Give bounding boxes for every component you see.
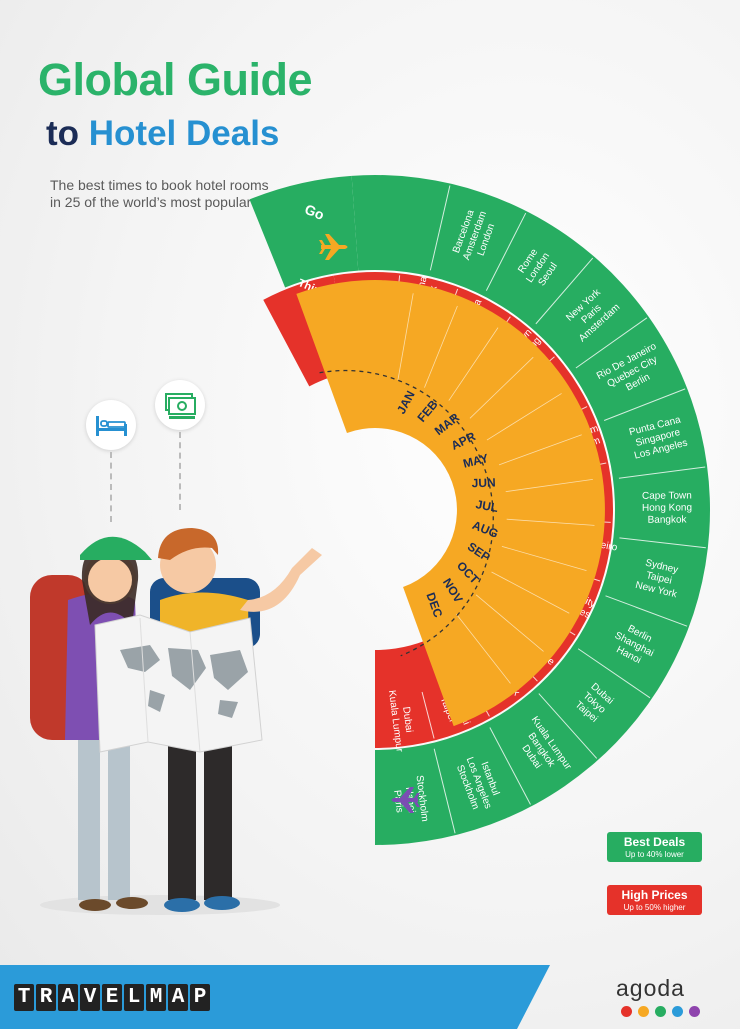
man-hair <box>158 528 219 560</box>
title-line2: to Hotel Deals <box>46 114 279 154</box>
go-divider <box>538 693 598 759</box>
month-divider <box>448 327 499 401</box>
brand-letter: A <box>58 984 78 1011</box>
man-arm <box>240 548 322 612</box>
go-divider <box>485 212 527 291</box>
brand-letter: T <box>14 984 34 1011</box>
world-map-icon <box>94 614 263 753</box>
go-divider <box>603 388 686 421</box>
think-twice-city: Dubai <box>400 706 414 733</box>
go-divider <box>618 466 706 479</box>
month-divider <box>397 293 414 381</box>
go-city: Hong Kong <box>642 502 692 513</box>
airplane-icon <box>319 234 348 260</box>
brand-letter: P <box>190 984 210 1011</box>
money-icon <box>155 380 205 430</box>
go-divider <box>619 537 706 549</box>
go-city: Bangkok <box>648 515 688 526</box>
title-hotel-deals: Hotel Deals <box>88 114 280 153</box>
agoda-dot <box>672 1006 683 1017</box>
month-label: MAY <box>462 451 490 471</box>
legend-high-sub: Up to 50% higher <box>623 903 686 912</box>
legend-best-title: Best Deals <box>623 835 686 849</box>
go-cell: DubaiTokyoTaipei <box>573 681 616 725</box>
think-twice-divider <box>421 691 435 739</box>
agoda-dots <box>621 1006 700 1017</box>
month-label: JUN <box>471 475 495 490</box>
go-divider <box>605 595 688 627</box>
month-divider <box>424 305 458 388</box>
ground-shadow <box>40 895 280 915</box>
month-divider <box>506 518 595 526</box>
title-line1: Global Guide <box>38 54 313 105</box>
go-divider <box>489 727 531 805</box>
wheel-decorations <box>319 234 494 813</box>
go-divider <box>535 257 594 325</box>
map-fold <box>139 617 149 743</box>
month-divider <box>475 594 544 652</box>
woman-shoe <box>79 899 111 911</box>
month-divider <box>469 356 534 419</box>
man-shoe <box>204 896 240 910</box>
subtitle-line1: The best times to book hotel rooms <box>50 177 269 193</box>
map-fold <box>189 631 201 753</box>
months-band <box>296 280 605 727</box>
go-divider <box>577 648 651 699</box>
agoda-dot <box>655 1006 666 1017</box>
legend-high-title: High Prices <box>621 888 688 902</box>
airplane-icon <box>391 787 420 813</box>
money-connector <box>179 432 181 510</box>
legend-high-prices: High Prices Up to 50% higher <box>607 885 702 915</box>
go-city: Cape Town <box>642 490 692 501</box>
agoda-dot <box>638 1006 649 1017</box>
brand-letter: V <box>80 984 100 1011</box>
go-divider <box>433 748 456 834</box>
bed-connector <box>110 452 112 522</box>
go-ring: BarcelonaAmsterdamLondonRomeLondonSeoulN… <box>249 174 711 845</box>
woman-leg <box>78 740 100 900</box>
brand-letter: E <box>102 984 122 1011</box>
go-cell: Cape Town Hong Kong Bangkok <box>642 490 692 525</box>
brand-letter: R <box>36 984 56 1011</box>
go-ring-header <box>249 175 359 288</box>
month-divider <box>505 478 593 493</box>
month-divider <box>501 545 587 572</box>
green-cap <box>80 536 152 560</box>
woman-leg <box>108 740 130 900</box>
legend-best-sub: Up to 40% lower <box>625 850 684 859</box>
go-divider <box>575 317 648 369</box>
woman-face <box>88 558 132 602</box>
travelers-illustration <box>30 528 322 915</box>
bed-icon <box>86 400 136 450</box>
legend-best-deals: Best Deals Up to 40% lower <box>607 832 702 862</box>
agoda-dot <box>689 1006 700 1017</box>
go-divider <box>429 185 451 271</box>
month-divider <box>491 571 570 614</box>
flight-path <box>319 369 494 657</box>
agoda-dot <box>621 1006 632 1017</box>
title-to: to <box>46 114 80 153</box>
map-continents <box>120 645 248 718</box>
brand-letter: M <box>146 984 166 1011</box>
agoda-logo: agoda <box>616 975 685 1001</box>
brand-letter: L <box>124 984 144 1011</box>
brand-letter: A <box>168 984 188 1011</box>
month-divider <box>486 393 562 441</box>
man-shoe <box>164 898 200 912</box>
woman-shoe <box>116 897 148 909</box>
month-divider <box>498 434 582 466</box>
booking-wheel: BarcelonaAmsterdamLondonRomeLondonSeoulN… <box>30 174 711 915</box>
go-label: Go <box>302 201 326 223</box>
month-divider <box>455 613 511 684</box>
